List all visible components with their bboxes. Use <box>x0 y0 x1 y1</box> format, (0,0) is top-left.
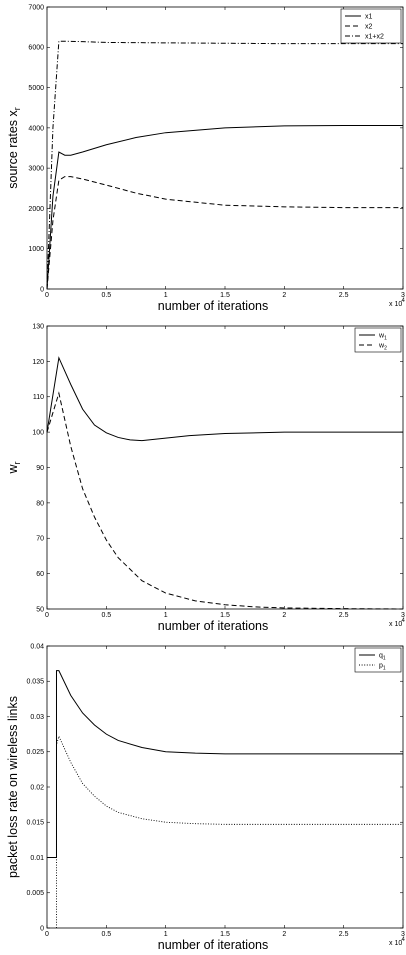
y-tick-label: 6000 <box>28 45 44 52</box>
x-tick-label: 2 <box>282 612 286 619</box>
y-tick-label: 0.01 <box>30 855 44 862</box>
y-tick-label: 0 <box>40 925 44 932</box>
plot-area <box>47 326 403 609</box>
x-axis-exponent: x 10 <box>389 940 402 947</box>
x-axis-exponent: x 10 <box>389 621 402 628</box>
chart-panel-3: 0 0.5 1 1.5 2 2.5 300.0050.010.0150.020.0250.0… <box>6 643 406 952</box>
chart-panel-1: 0 0.5 1 1.5 2 2.5 3010002000300040005000600070… <box>6 4 406 313</box>
x-tick-label: 0.5 <box>101 931 111 938</box>
y-tick-label: 0.04 <box>30 643 44 650</box>
y-axis-label: packet loss rate on wireless links <box>6 696 20 878</box>
legend-label-subscript: 1 <box>383 656 386 662</box>
y-tick-label: 1000 <box>28 246 44 253</box>
y-axis-label: wr <box>6 461 22 474</box>
x-axis-exponent: x 10 <box>389 301 402 308</box>
x-tick-label: 0 <box>45 292 49 299</box>
y-tick-label: 50 <box>36 606 44 613</box>
y-tick-label: 130 <box>32 323 44 330</box>
legend-label-subscript: 1 <box>383 666 386 672</box>
y-tick-label: 2000 <box>28 206 44 213</box>
y-tick-label: 4000 <box>28 125 44 132</box>
y-tick-label: 0.02 <box>30 784 44 791</box>
y-axis-label-subscript: r <box>12 107 22 110</box>
x-tick-label: 0.5 <box>101 292 111 299</box>
x-axis-label: number of iterations <box>158 619 268 633</box>
legend-label: x1+x2 <box>365 34 384 41</box>
x-tick-label: 2.5 <box>339 931 349 938</box>
y-tick-label: 0.015 <box>26 820 44 827</box>
y-tick-label: 0.025 <box>26 749 44 756</box>
legend-label: x1 <box>365 14 373 21</box>
y-axis-label: source rates xr <box>6 107 22 189</box>
x-tick-label: 1.5 <box>220 931 230 938</box>
y-tick-label: 80 <box>36 500 44 507</box>
x-axis-label: number of iterations <box>158 938 268 952</box>
y-tick-label: 0.03 <box>30 714 44 721</box>
legend-label-subscript: 1 <box>384 336 387 342</box>
x-tick-label: 1 <box>164 612 168 619</box>
x-tick-label: 1.5 <box>220 292 230 299</box>
legend-box <box>355 328 401 352</box>
legend-box <box>355 648 401 672</box>
y-tick-label: 0.035 <box>26 679 44 686</box>
y-tick-label: 110 <box>33 394 44 401</box>
x-tick-label: 2 <box>282 931 286 938</box>
y-tick-label: 3000 <box>28 166 44 173</box>
x-tick-label: 2 <box>282 292 286 299</box>
x-tick-label: 0 <box>45 931 49 938</box>
y-tick-label: 100 <box>32 430 44 437</box>
x-tick-label: 0.5 <box>101 612 111 619</box>
x-tick-label: 0 <box>45 612 49 619</box>
y-tick-label: 60 <box>36 571 44 578</box>
legend-label: x2 <box>365 24 373 31</box>
x-tick-label: 1 <box>164 292 168 299</box>
y-axis-label-subscript: r <box>12 461 22 464</box>
legend: x1 x2 x1+x2 <box>341 9 401 43</box>
x-tick-label: 2.5 <box>339 612 349 619</box>
plot-area <box>47 7 403 289</box>
x-tick-label: 1.5 <box>220 612 230 619</box>
y-tick-label: 0.005 <box>26 890 44 897</box>
x-axis-label: number of iterations <box>158 299 268 313</box>
legend-label-subscript: 2 <box>384 346 387 352</box>
y-tick-label: 70 <box>36 536 44 543</box>
y-tick-label: 0 <box>40 286 44 293</box>
y-tick-label: 120 <box>32 359 44 366</box>
y-tick-label: 5000 <box>28 85 44 92</box>
y-tick-label: 90 <box>36 465 44 472</box>
x-tick-label: 2.5 <box>339 292 349 299</box>
plot-area <box>47 646 403 928</box>
y-tick-label: 7000 <box>28 4 44 11</box>
x-tick-label: 1 <box>164 931 168 938</box>
